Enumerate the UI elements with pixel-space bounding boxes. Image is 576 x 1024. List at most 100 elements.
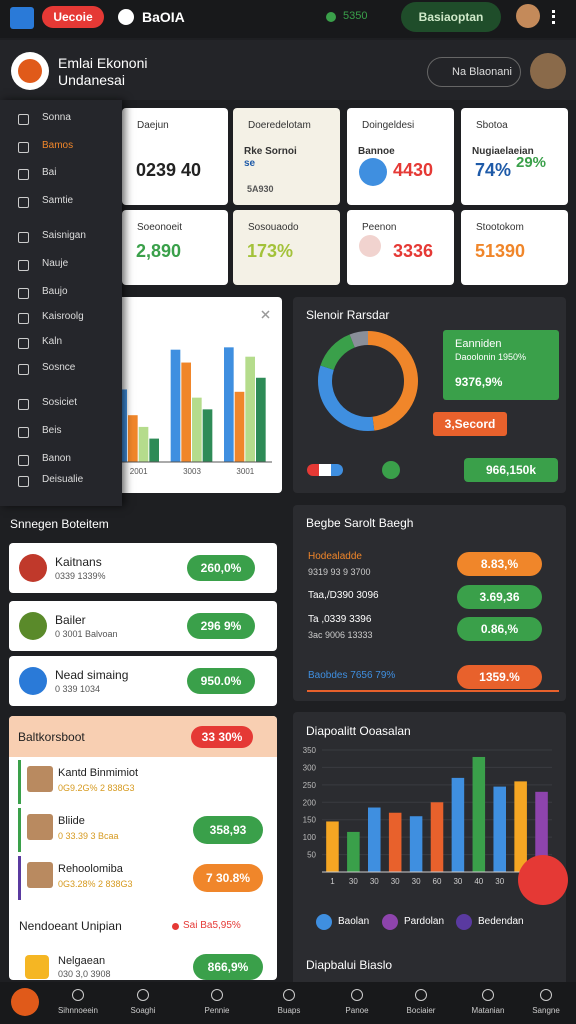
stat-card	[461, 210, 568, 285]
bar	[368, 807, 381, 872]
x-tick-label: 30	[349, 877, 358, 886]
people-badge[interactable]: 33 30%	[191, 726, 253, 748]
item-value[interactable]: 296 9%	[187, 613, 255, 639]
count: 5350	[343, 10, 368, 22]
row-value[interactable]: 7 30.8%	[193, 864, 263, 892]
menu-item[interactable]: Banon	[42, 453, 71, 464]
bar	[493, 786, 506, 872]
menu-icon	[18, 232, 29, 243]
menu-item[interactable]: Beis	[42, 425, 62, 436]
fab-button[interactable]	[518, 855, 568, 905]
bar	[138, 426, 149, 462]
radar-button[interactable]: 3,Secord	[433, 412, 507, 436]
status-dot	[326, 12, 336, 22]
card-title: Begbe Sarolt Baegh	[306, 516, 414, 530]
bar	[430, 802, 444, 872]
nav-label[interactable]: Sihnnoeein	[57, 1006, 99, 1015]
stat-title: Doeredelotam	[248, 120, 311, 131]
row-avatar	[27, 862, 53, 888]
header	[0, 40, 576, 100]
row-name: Bliide	[58, 815, 85, 827]
item-icon	[19, 667, 47, 695]
search[interactable]: Na Blaonani	[427, 57, 521, 87]
row-value[interactable]: 3.69,36	[457, 585, 542, 609]
y-tick-label: 100	[303, 833, 317, 842]
stat-card	[122, 210, 228, 285]
x-tick-label: 60	[433, 877, 442, 886]
menu-item[interactable]: Baujo	[42, 286, 68, 297]
breakdown-line	[307, 690, 559, 692]
bar	[451, 777, 465, 872]
nav-label[interactable]: Bociaier	[406, 1006, 436, 1015]
row-value[interactable]: 1359.%	[457, 665, 542, 689]
brand-badge[interactable]: Uecoie	[42, 6, 104, 28]
y-tick-label: 350	[303, 746, 317, 755]
item-icon	[19, 554, 47, 582]
menu-item[interactable]: Sosnce	[42, 362, 76, 373]
stat-title: Daejun	[137, 120, 169, 131]
stat-value: 74%	[475, 160, 512, 180]
x-tick-label: 3003	[183, 467, 201, 476]
legend-dot	[316, 914, 332, 930]
bar	[170, 349, 181, 462]
top-action[interactable]: Basiaoptan	[401, 2, 501, 32]
next-value[interactable]: 866,9%	[193, 954, 263, 980]
radar-action[interactable]: 966,150k	[464, 458, 558, 482]
item-value[interactable]: 950.0%	[187, 668, 255, 694]
stat-title: Sbotoa	[476, 120, 508, 131]
menu-dots[interactable]	[552, 10, 556, 24]
menu-item[interactable]: Bai	[42, 167, 57, 178]
x-tick-label: 2001	[130, 467, 148, 476]
menu-item[interactable]: Samtie	[42, 195, 74, 206]
legend-swatch	[307, 464, 343, 476]
stat-sub: Nugiaelaeian	[472, 146, 534, 157]
nav-icon	[211, 989, 223, 1001]
menu-item[interactable]: Saisnigan	[42, 230, 86, 241]
card-title: Slenoir Rarsdar	[306, 308, 390, 322]
stat-value: 29%	[516, 154, 547, 171]
radar-box-text: Eanniden	[455, 338, 502, 350]
menu-item[interactable]: Nauje	[42, 258, 69, 269]
row-value[interactable]: 0.86,%	[457, 617, 542, 641]
row-sub: 0 33.39 3 Bcaa	[58, 831, 119, 841]
nav-label[interactable]: Buaps	[277, 1006, 301, 1015]
menu-icon	[18, 114, 29, 125]
bar	[256, 377, 266, 462]
menu-item[interactable]: Deisualie	[42, 474, 84, 485]
menu-item[interactable]: Kaisroolg	[42, 311, 84, 322]
stat-value: 51390	[475, 241, 526, 261]
menu-icon	[18, 288, 29, 299]
nav-label[interactable]: Soaghi	[130, 1006, 156, 1015]
x-tick-label: 30	[370, 877, 379, 886]
row-sub: 0G3.28% 2 838G3	[58, 879, 133, 889]
app-name: BaOIA	[142, 9, 185, 25]
stat-value: 5A930	[247, 184, 274, 194]
header-avatar	[530, 53, 566, 89]
nav-label[interactable]: Matanian	[471, 1006, 505, 1015]
nav-label[interactable]: Sangne	[532, 1006, 560, 1015]
nav-label[interactable]: Pennie	[204, 1006, 230, 1015]
menu-item[interactable]: Sosiciet	[42, 397, 78, 408]
row-value[interactable]: 8.83,%	[457, 552, 542, 576]
menu-item[interactable]: Kaln	[42, 336, 63, 347]
row-value[interactable]: 358,93	[193, 816, 263, 844]
menu-item[interactable]: Sonna	[42, 112, 71, 123]
menu-icon	[18, 455, 29, 466]
stat-sub: Bannoe	[358, 146, 395, 157]
item-name: Bailer	[55, 613, 86, 627]
radar-box-text: Daoolonin 1950%	[455, 352, 527, 362]
menu-item[interactable]: Bamos	[42, 140, 74, 151]
nav-icon	[482, 989, 494, 1001]
stat-value: 0239 40	[136, 160, 202, 180]
item-sub: 0339 1339%	[55, 571, 106, 581]
item-sub: 0 3001 Balvoan	[55, 629, 118, 639]
section-title: Snnegen Boteitem	[10, 517, 109, 531]
nav-label[interactable]: Panoe	[345, 1006, 369, 1015]
item-value[interactable]: 260,0%	[187, 555, 255, 581]
y-tick-label: 250	[303, 781, 317, 790]
bar	[117, 389, 127, 462]
bar	[128, 415, 138, 462]
stat-card	[461, 108, 568, 205]
row-label: Hodealadde	[308, 551, 362, 562]
